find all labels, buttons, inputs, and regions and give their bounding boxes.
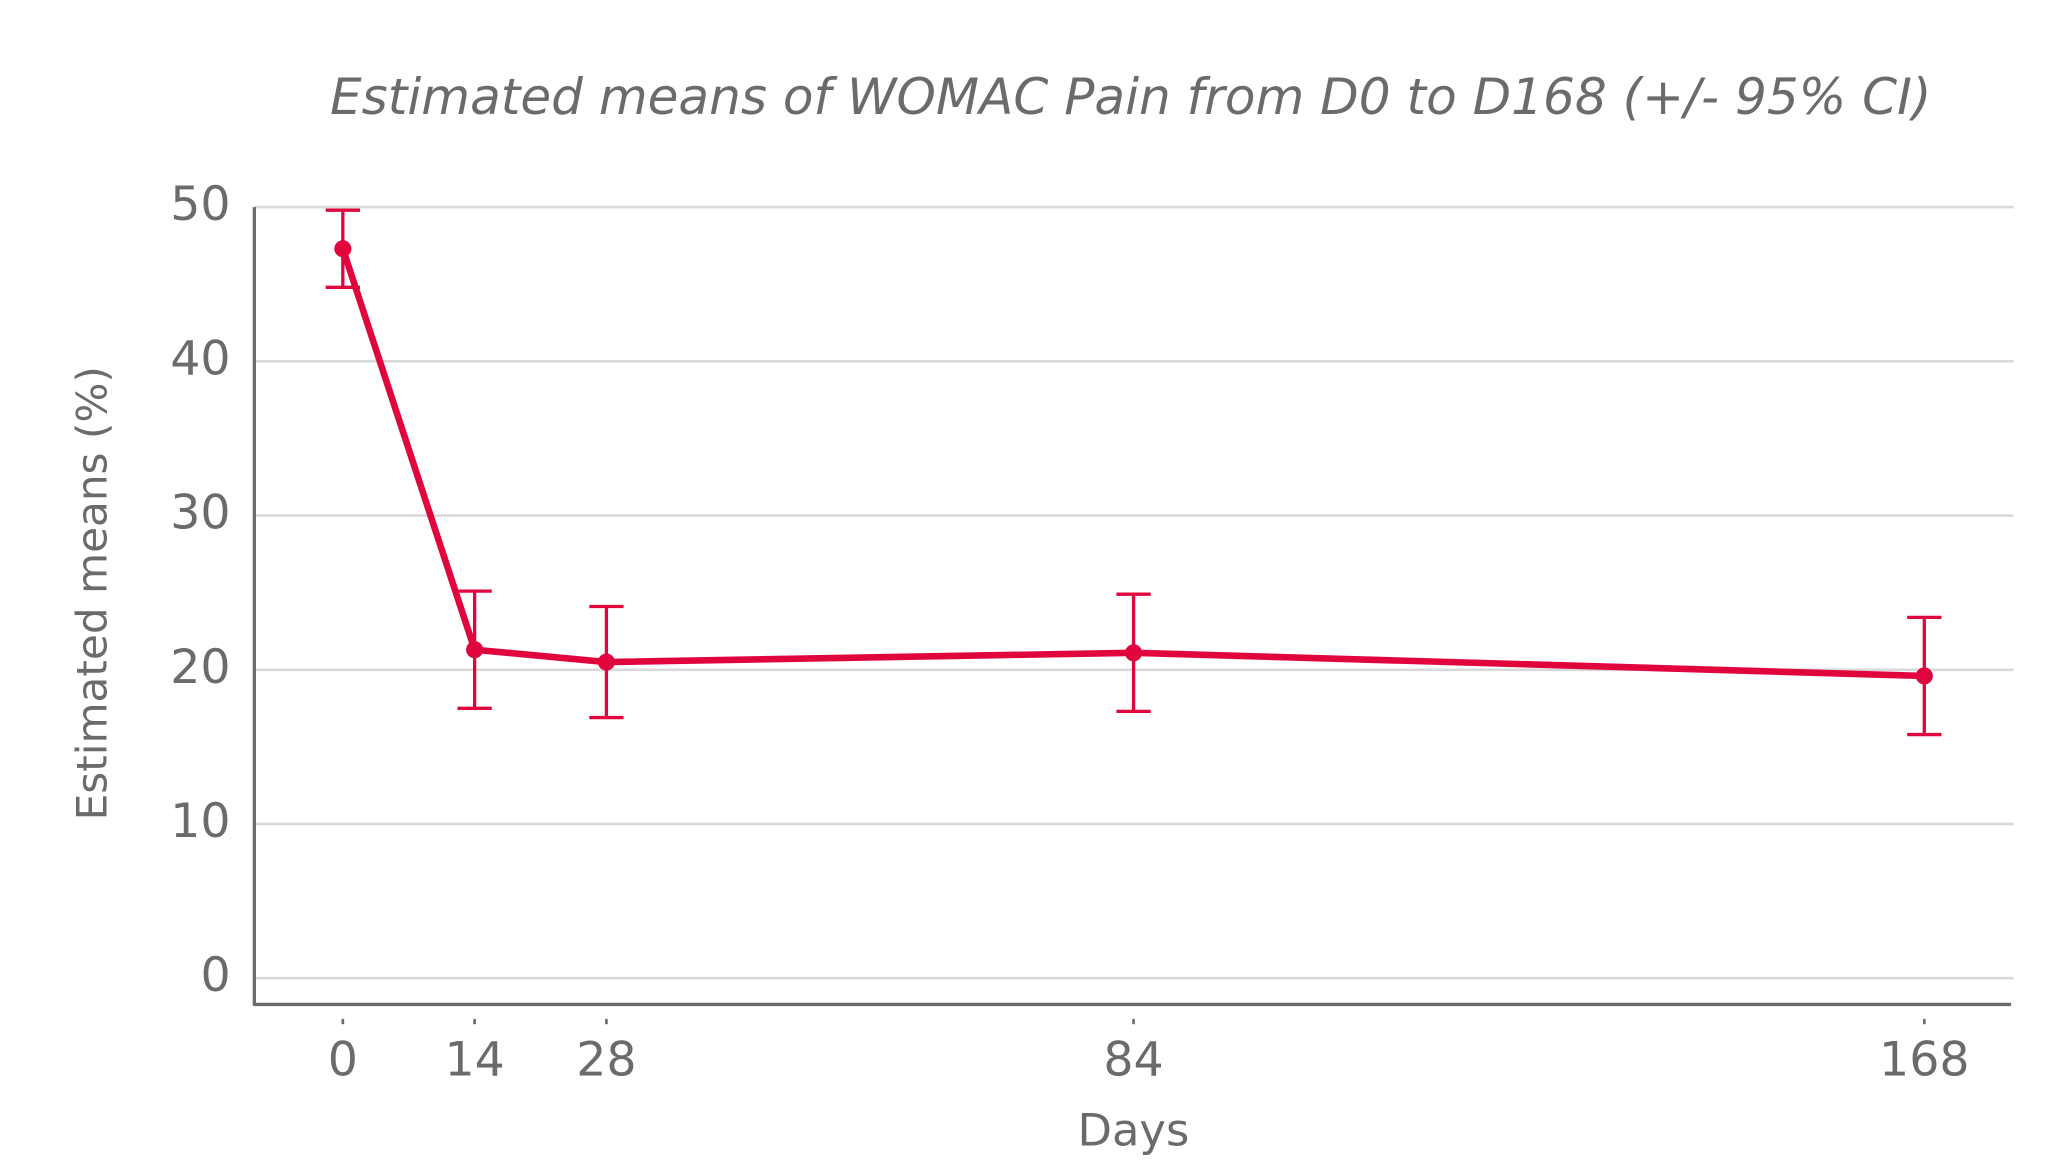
y-tick-label: 20: [170, 640, 230, 695]
x-tick-label: 168: [1879, 1032, 1970, 1087]
x-tick-label: 0: [328, 1032, 358, 1087]
data-point: [466, 641, 484, 659]
y-tick-label: 40: [170, 331, 230, 386]
y-tick-label: 30: [170, 486, 230, 541]
data-point: [597, 653, 615, 671]
y-tick-label: 0: [200, 948, 230, 1003]
chart-title: Estimated means of WOMAC Pain from D0 to…: [330, 68, 1931, 126]
y-tick-label: 50: [170, 177, 230, 232]
data-point: [1915, 667, 1933, 685]
x-tick-label: 84: [1103, 1032, 1163, 1087]
x-tick-label: 28: [576, 1032, 636, 1087]
data-point: [1125, 644, 1143, 662]
data-point: [334, 240, 352, 258]
x-axis-label: Days: [1077, 1104, 1189, 1157]
y-tick-label: 10: [170, 794, 230, 849]
x-tick-label: 14: [444, 1032, 504, 1087]
y-axis-label: Estimated means (%): [67, 366, 116, 820]
